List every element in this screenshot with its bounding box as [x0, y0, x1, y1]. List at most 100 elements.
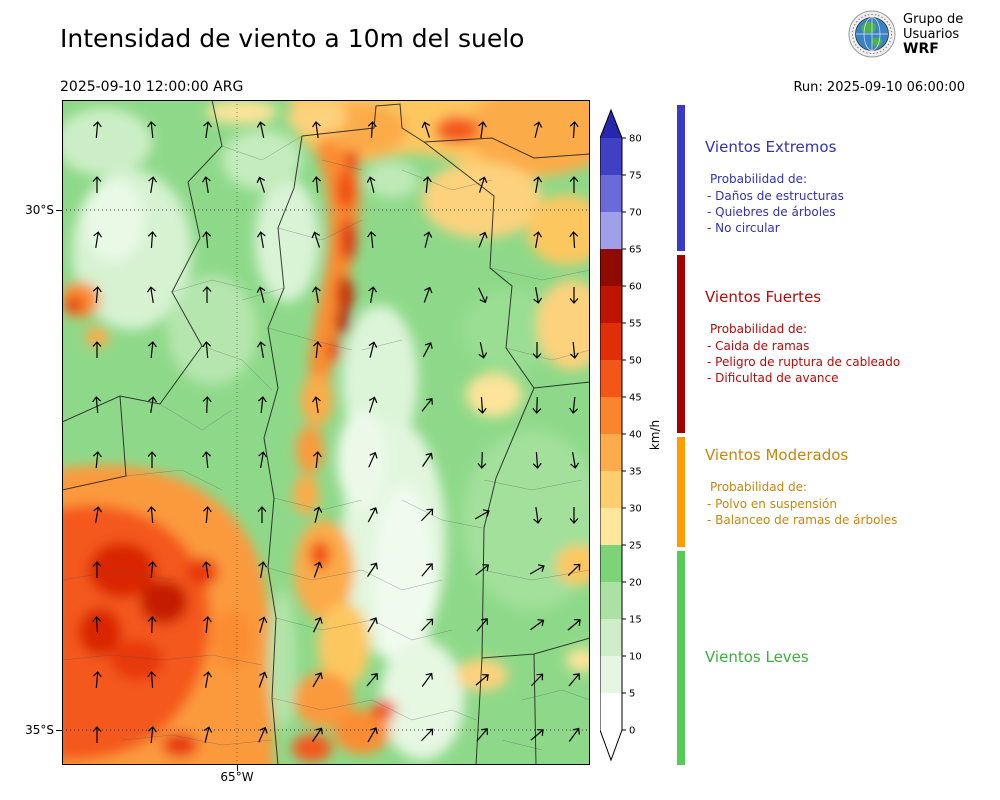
globe-icon — [848, 10, 896, 58]
colorbar-tick-label-45: 45 — [629, 393, 642, 404]
wind-arrow — [477, 451, 487, 469]
lat-tick-30s — [56, 210, 62, 211]
wind-arrow — [478, 121, 487, 139]
wind-arrow — [421, 397, 433, 412]
colorbar-segment-65-70 — [600, 212, 622, 249]
colorbar-segment-20-25 — [600, 545, 622, 582]
wind-arrow — [147, 506, 157, 524]
wind-arrow — [474, 509, 490, 520]
wind-arrow — [92, 176, 102, 193]
wind-arrow — [368, 286, 378, 303]
colorbar-tick-label-55: 55 — [629, 319, 642, 330]
wind-arrow — [202, 451, 212, 469]
wind-arrow — [475, 564, 490, 576]
wind-arrow — [147, 616, 157, 634]
wind-arrow — [421, 121, 431, 138]
wind-arrow — [256, 231, 266, 248]
wind-arrow — [312, 451, 322, 469]
run-datetime-label: Run: 2025-09-10 06:00:00 — [793, 80, 965, 95]
colorbar-segment-10-15 — [600, 619, 622, 656]
map-border — [62, 100, 590, 765]
colorbar-segment-0-5 — [600, 693, 622, 730]
wind-arrow — [478, 342, 488, 359]
wind-arrow — [569, 231, 579, 249]
colorbar-tick-label-5: 5 — [629, 689, 635, 700]
colorbar-tick-label-75: 75 — [629, 171, 642, 182]
colorbar-under-arrow — [600, 730, 622, 760]
colorbar-segment-50-55 — [600, 323, 622, 360]
wind-arrow — [570, 452, 580, 469]
legend-title-extremos: Vientos Extremos — [705, 138, 837, 156]
wind-arrow — [92, 561, 102, 578]
wind-arrow — [477, 396, 487, 414]
wind-arrow — [533, 176, 543, 193]
wind-arrow — [569, 121, 579, 139]
wind-arrow — [533, 231, 543, 248]
legend-item: - Peligro de ruptura de cableado — [707, 355, 901, 369]
wind-arrow — [569, 396, 579, 414]
colorbar-segment-25-30 — [600, 508, 622, 545]
wind-arrow — [147, 561, 157, 579]
wrf-users-group-logo: Grupo de Usuarios WRF — [848, 10, 963, 58]
wind-arrow — [258, 451, 268, 468]
wind-arrow — [367, 727, 378, 743]
wind-arrow — [92, 671, 102, 689]
colorbar-tick-label-15: 15 — [629, 615, 642, 626]
wind-arrow — [146, 286, 156, 303]
colorbar-unit-label: km/h — [648, 419, 662, 451]
lon-label-65w: 65°W — [220, 770, 254, 784]
colorbar-tick-label-40: 40 — [629, 430, 642, 441]
wind-arrow — [147, 121, 157, 139]
wind-arrow — [92, 121, 102, 139]
wind-arrow — [569, 176, 579, 193]
wind-arrow — [530, 729, 544, 741]
wind-arrow — [567, 563, 581, 576]
colorbar-segment-5-10 — [600, 656, 622, 693]
colorbar-segment-15-20 — [600, 582, 622, 619]
lat-label-35s: 35°S — [25, 723, 54, 737]
legend-item: - Balanceo de ramas de árboles — [707, 513, 898, 527]
wind-arrow — [147, 726, 157, 744]
lat-tick-35s — [56, 730, 62, 731]
wind-arrow — [422, 342, 433, 358]
colorbar-tick-label-20: 20 — [629, 578, 642, 589]
colorbar-tick-label-35: 35 — [629, 467, 642, 478]
legend-title-moderados: Vientos Moderados — [705, 446, 849, 464]
logo-text: Grupo de Usuarios WRF — [903, 12, 963, 57]
colorbar-tick-label-0: 0 — [629, 726, 635, 737]
wind-arrow — [312, 616, 323, 633]
wind-arrow — [533, 506, 542, 524]
wind-arrow — [478, 287, 488, 304]
wind-arrow — [476, 618, 488, 632]
moderados-bar — [677, 437, 685, 547]
leves-bar — [677, 551, 685, 765]
wind-arrow — [201, 176, 211, 193]
wind-arrow — [367, 121, 377, 139]
colorbar-segment-30-35 — [600, 471, 622, 508]
valid-datetime-label: 2025-09-10 12:00:00 ARG — [60, 79, 244, 95]
wind-arrow — [368, 396, 378, 413]
wind-intensity-map — [62, 100, 590, 765]
wind-arrow — [367, 507, 378, 523]
colorbar-segment-40-45 — [600, 397, 622, 434]
wind-arrow — [258, 561, 268, 578]
wind-arrow — [368, 341, 378, 358]
colorbar-tick-label-10: 10 — [629, 652, 642, 663]
wind-arrow — [312, 396, 321, 414]
wind-arrow — [256, 341, 266, 358]
wind-arrow — [148, 396, 158, 413]
colorbar-segment-70-75 — [600, 175, 622, 212]
wind-arrow — [311, 286, 321, 303]
lon-tick-65w — [237, 765, 238, 771]
legend-prob-label-extremos: Probabilidad de: — [710, 172, 808, 186]
wind-arrow — [312, 176, 322, 194]
colorbar-segment-75-80 — [600, 138, 622, 175]
wind-arrow — [366, 176, 376, 193]
wind-arrow — [532, 396, 542, 414]
colorbar-tick-label-65: 65 — [629, 245, 642, 256]
wind-arrow — [202, 286, 212, 303]
legend-item: - Caida de ramas — [707, 339, 810, 353]
wind-arrow — [569, 507, 579, 524]
wind-arrow — [478, 231, 488, 248]
wind-arrow — [478, 176, 488, 193]
